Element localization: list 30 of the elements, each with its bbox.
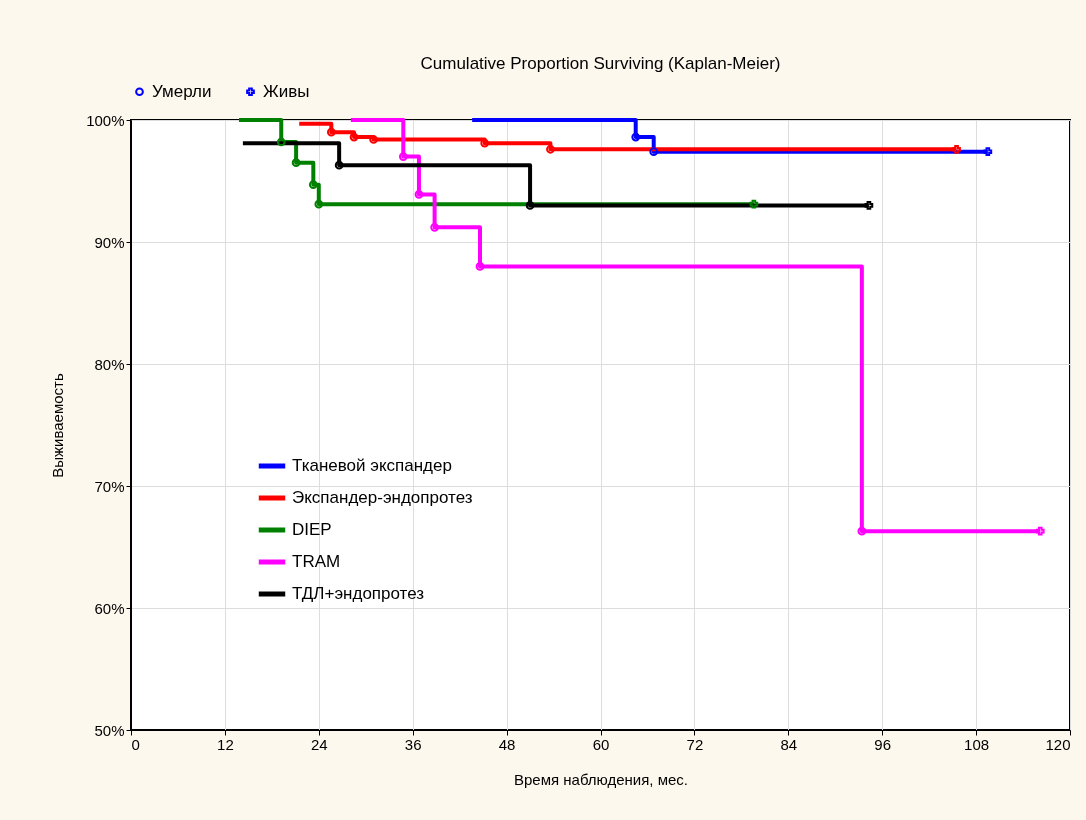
x-tick-label: 72 bbox=[686, 735, 704, 753]
legend-label: DIEP bbox=[292, 520, 332, 539]
x-tick-label: 36 bbox=[404, 735, 422, 753]
legend-label: ТДЛ+эндопротез bbox=[292, 584, 425, 603]
x-tick-label: 12 bbox=[217, 735, 234, 753]
y-tick-label: 80% bbox=[94, 355, 125, 373]
y-axis-title: Выживаемость bbox=[49, 373, 67, 478]
y-tick-label: 70% bbox=[94, 477, 125, 495]
legend-label: TRAM bbox=[292, 552, 341, 571]
legend-label: Экспандер-эндопротез bbox=[292, 488, 473, 507]
x-tick-label: 96 bbox=[874, 735, 892, 753]
legend-label: Тканевой экспандер bbox=[292, 456, 452, 475]
x-tick-label: 84 bbox=[780, 735, 798, 753]
y-tick-label: 90% bbox=[94, 233, 125, 251]
point bbox=[864, 201, 874, 210]
y-tick-label: 50% bbox=[94, 721, 125, 739]
x-tick-label: 120 bbox=[1045, 735, 1071, 753]
x-tick-label: 24 bbox=[310, 735, 328, 753]
x-tick-label: 0 bbox=[131, 735, 140, 753]
x-tick-label: 108 bbox=[964, 735, 990, 753]
point bbox=[983, 147, 993, 157]
x-tick-label: 48 bbox=[498, 735, 516, 753]
legend-label: Умерли bbox=[152, 81, 212, 101]
y-tick-label: 60% bbox=[94, 599, 125, 617]
legend-label: Живы bbox=[263, 81, 310, 101]
x-axis-title: Время наблюдения, мес. bbox=[513, 770, 689, 788]
point bbox=[749, 199, 759, 209]
y-tick-label: 100% bbox=[86, 111, 125, 129]
x-tick-label: 60 bbox=[592, 735, 610, 753]
chart-title: Cumulative Proportion Surviving (Kaplan-Meier) bbox=[420, 54, 781, 73]
